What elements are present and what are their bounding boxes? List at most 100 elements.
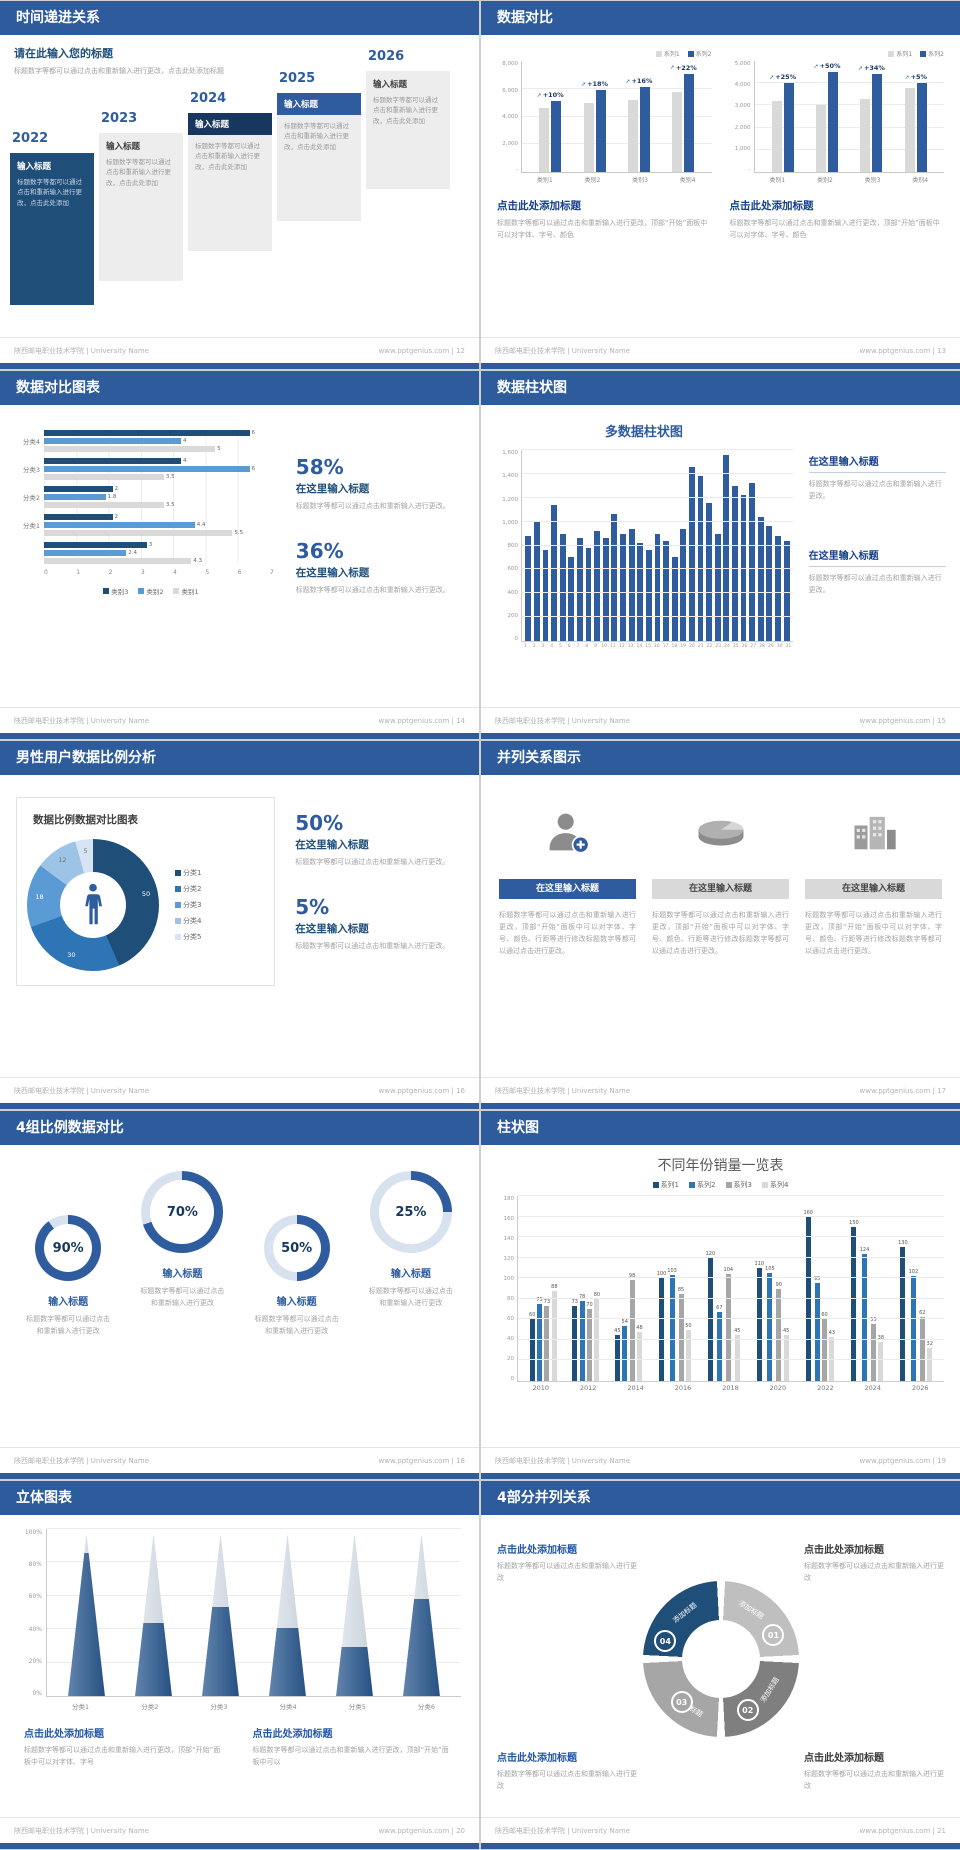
timeline-card-text: 标题数字等都可以通过点击和重新输入进行更改，点击此处添加 (195, 142, 260, 171)
ring-percentage: 50% (281, 1240, 313, 1256)
progress-ring: 25% (369, 1171, 452, 1253)
pct-label: ➚ +18% (581, 80, 608, 88)
pct-label: ➚ +10% (537, 91, 564, 99)
timeline-item-2023: 2023 输入标题 标题数字等都可以通过点击和重新输入进行更改，点击此处添加 (99, 35, 183, 337)
ring-text: 标题数字等都可以通过点击和重新输入进行更改 (254, 1315, 339, 1335)
stat-block: 在这里输入标题 标题数字等都可以通过点击和重新输入进行更改。 (808, 453, 946, 503)
timeline-card-text: 标题数字等都可以通过点击和重新输入进行更改，点击此处添加 (284, 122, 349, 151)
bar-slot (696, 450, 705, 641)
pct-value: +34% (863, 64, 885, 73)
x-tick-label: 1 (523, 644, 527, 649)
bar (740, 495, 747, 641)
value-label: 120 (705, 1250, 716, 1257)
value-label: 110 (754, 1260, 765, 1267)
value-label: 160 (803, 1209, 813, 1216)
stat-text: 标题数字等都可以通过点击和重新输入进行更改。 (295, 585, 450, 594)
gridline (518, 1338, 944, 1340)
x-tick-label: 2020 (769, 1384, 787, 1392)
series1-bar (539, 108, 550, 172)
value-label: 38 (878, 1335, 884, 1341)
bar-slot (670, 450, 679, 641)
cone (135, 1534, 172, 1696)
series1-bar (627, 99, 638, 172)
timeline-card[interactable]: 输入标题 标题数字等都可以通过点击和重新输入进行更改，点击此处添加 (99, 133, 183, 281)
footer-school: 陕西邮电职业技术学院 | University Name (495, 1826, 630, 1835)
x-tick-label: 18 (671, 644, 678, 649)
bar (716, 1312, 722, 1381)
legend-item: 分类5 (175, 932, 201, 942)
footer-site-page: www.pptgenius.com | 16 (378, 1086, 466, 1095)
bar-slot (576, 450, 585, 641)
legend-swatch (173, 588, 180, 594)
timeline-card[interactable]: 输入标题 标题数字等都可以通过点击和重新输入进行更改，点击此处添加 (277, 93, 361, 221)
bar (544, 1305, 550, 1381)
bar-slot: 38 (878, 1196, 884, 1381)
series1-bar (904, 87, 915, 172)
legend-swatch (175, 886, 181, 892)
bar (663, 540, 669, 641)
bar-slot: 75 (536, 1196, 543, 1381)
caption-text: 标题数字等都可以通过点击和重新输入进行更改，顶部“开始”面板中可以对字体、字号、… (729, 219, 940, 239)
series2-bar (684, 73, 695, 172)
value-label: 102 (908, 1269, 919, 1276)
x-tick-label: 20 (689, 644, 695, 649)
x-tick-label: 17 (662, 644, 669, 649)
category-label: 分类4 (22, 438, 40, 446)
pct-value: +18% (587, 80, 609, 89)
column-title-banner[interactable]: 在这里输入标题 (805, 879, 942, 899)
gridline (47, 1661, 461, 1663)
y-tick-label: 400 (507, 589, 519, 596)
timeline-card[interactable]: 输入标题 标题数字等都可以通过点击和重新输入进行更改，点击此处添加 (188, 113, 272, 251)
value-label: 45 (734, 1327, 741, 1334)
bar (678, 1293, 684, 1381)
bar (783, 1334, 789, 1381)
chart-legend: 系列1 系列2 (497, 49, 712, 58)
timeline-card[interactable]: 输入标题 标题数字等都可以通过点击和重新输入进行更改，点击此处添加 (10, 153, 94, 305)
bar-slot (601, 450, 610, 641)
x-tick-label: 2022 (817, 1384, 834, 1392)
gridline (518, 1256, 944, 1258)
gridline (518, 1297, 944, 1299)
x-tick-label: 29 (767, 644, 774, 649)
bars (583, 61, 606, 172)
slide-title-bar: 并列关系图示 (481, 741, 960, 775)
bar-slot (705, 450, 714, 641)
value-label: 75 (536, 1296, 543, 1303)
value-label: 32 (926, 1341, 933, 1348)
value-label: 124 (859, 1246, 870, 1253)
grouped-bar-chart: 系列1 系列2 5,000 4,000 3,000 2,000 1,000- ➚ +25% ➚ +5… (730, 49, 944, 184)
footer-accent-bar (0, 1103, 479, 1109)
arrow-up-icon: ➚ (625, 77, 631, 85)
bar-line: 4.3 (44, 557, 284, 565)
column-title-banner[interactable]: 在这里输入标题 (652, 879, 789, 899)
bar-slot: 120 (705, 1196, 716, 1381)
timeline-card[interactable]: 输入标题 标题数字等都可以通过点击和重新输入进行更改，点击此处添加 (366, 71, 450, 189)
bar-group: ➚ +16% (617, 61, 661, 172)
bar (776, 1288, 782, 1381)
y-axis: 180 160 140 120 100 80 60 40 20 0 (497, 1196, 517, 1382)
gridline (518, 1195, 944, 1196)
value-label: 2 (114, 514, 119, 520)
y-tick-label: 20% (28, 1657, 42, 1665)
legend-label: 系列1 (663, 51, 680, 58)
note-block: 点击此处添加标题 标题数字等都可以通过点击和重新输入进行更改 (497, 1541, 637, 1585)
ratio-item: 50% 输入标题 标题数字等都可以通过点击和重新输入进行更改 (243, 1159, 351, 1447)
slide-12: 时间递进关系 请在此输入您的标题 标题数字等都可以通过点击和重新输入进行更改，点… (0, 1, 479, 369)
bar-slot (774, 450, 783, 641)
cone-item (254, 1529, 321, 1696)
x-tick-label: 7 (269, 569, 274, 576)
arrow-up-icon: ➚ (669, 64, 675, 71)
bar-group: ➚ +22% (661, 61, 705, 172)
bar (44, 466, 250, 472)
person-plus-icon (499, 801, 636, 863)
note-title: 点击此处添加标题 (804, 1545, 884, 1556)
bar-line: 4 (44, 457, 284, 465)
slide-canvas: 100% 80% 60% 40% 20% 0% 分类1 分类2 分类3 分类4 分类5 分类6 点击… (0, 1515, 479, 1817)
bar (637, 543, 644, 641)
column-title-banner[interactable]: 在这里输入标题 (499, 879, 636, 899)
cone (403, 1534, 440, 1696)
legend-label: 系列2 (695, 51, 712, 58)
comparison-panel-left: 系列1 系列2 8,000 6,000 4,000 2,000- ➚ +10% ➚ +18% ➚ +1… (497, 49, 712, 337)
bar-slot: 45 (614, 1196, 621, 1381)
bar-line: 4.4 (44, 521, 284, 529)
